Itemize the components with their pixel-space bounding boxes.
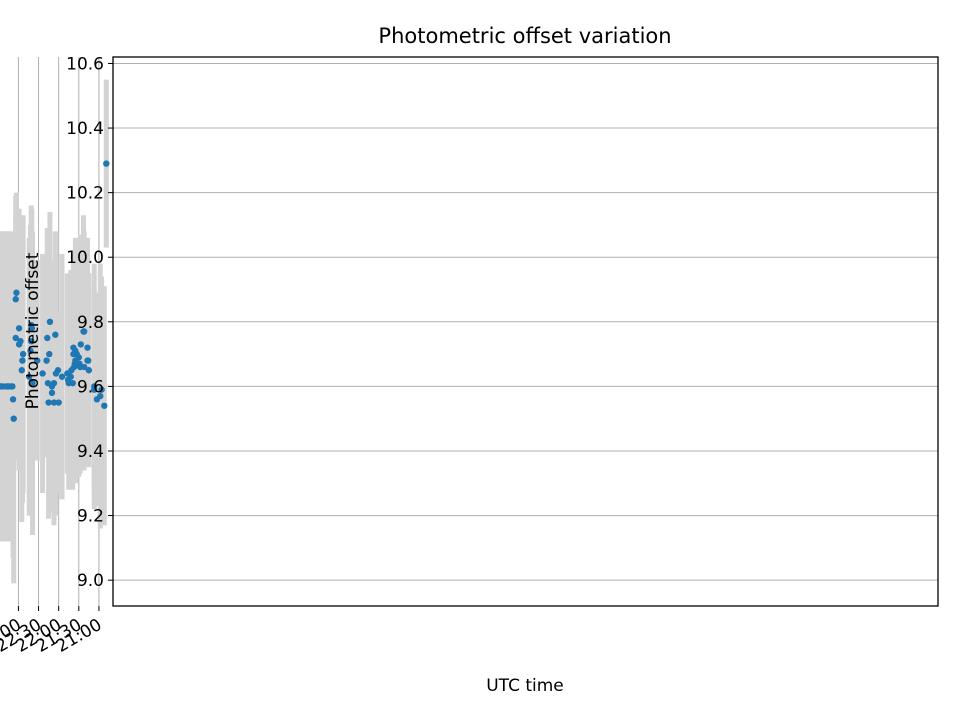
data-point: [18, 367, 25, 374]
y-tick-label: 9.2: [77, 507, 104, 527]
chart-title: Photometric offset variation: [378, 24, 671, 48]
data-point: [84, 357, 91, 364]
data-point: [44, 334, 51, 342]
plot-frame: [112, 56, 939, 607]
data-point: [46, 318, 54, 326]
data-point: [84, 344, 91, 351]
data-point: [93, 396, 101, 403]
data-point: [39, 370, 46, 377]
data-point: [0, 383, 3, 390]
data-point: [77, 341, 85, 348]
y-tick-label: 10.2: [66, 184, 104, 204]
data-point: [27, 337, 35, 345]
y-tick-label: 9.0: [77, 571, 104, 591]
data-point: [101, 402, 108, 409]
y-axis-label: Photometric offset: [23, 252, 43, 409]
data-point: [27, 321, 35, 329]
data-point: [34, 357, 41, 364]
data-point: [85, 367, 93, 374]
data-point: [64, 376, 72, 384]
data-point: [15, 325, 23, 332]
data-point: [19, 350, 27, 358]
y-tick-label: 10.4: [66, 119, 104, 139]
data-point: [46, 350, 53, 358]
y-tick-label: 9.4: [77, 442, 104, 462]
data-point: [64, 370, 71, 377]
data-point: [70, 350, 77, 358]
data-point: [13, 289, 20, 296]
data-point: [52, 370, 60, 377]
data-point: [25, 373, 33, 380]
grid: [17, 57, 938, 606]
y-tick-label: 10.0: [66, 248, 104, 268]
data-point: [29, 379, 36, 387]
y-tick-label: 9.6: [77, 377, 104, 397]
data-points: [0, 160, 110, 422]
data-point: [19, 357, 26, 364]
data-point: [70, 344, 77, 351]
data-point: [10, 415, 17, 422]
data-point: [91, 386, 98, 393]
data-point: [50, 399, 58, 406]
data-point: [12, 296, 19, 303]
x-axis-label: UTC time: [486, 676, 564, 696]
data-point: [80, 328, 87, 335]
data-point: [103, 160, 110, 167]
y-tick-label: 10.6: [66, 54, 104, 74]
data-point: [48, 389, 56, 397]
data-point: [43, 357, 50, 364]
data-point: [52, 331, 59, 338]
y-axis-ticks: 9.0 9.2 9.4 9.6 9.8 10.0 10.2 10.4 10.6: [66, 54, 113, 591]
data-point: [98, 386, 105, 393]
data-point: [44, 379, 52, 387]
data-point: [45, 399, 52, 406]
data-point: [9, 396, 17, 403]
data-point: [12, 334, 19, 342]
data-point: [55, 399, 62, 406]
y-tick-label: 9.8: [77, 313, 104, 333]
data-point: [15, 341, 23, 348]
data-point: [27, 347, 34, 355]
data-point: [58, 373, 66, 380]
